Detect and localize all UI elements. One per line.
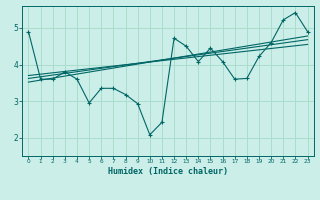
X-axis label: Humidex (Indice chaleur): Humidex (Indice chaleur) xyxy=(108,167,228,176)
